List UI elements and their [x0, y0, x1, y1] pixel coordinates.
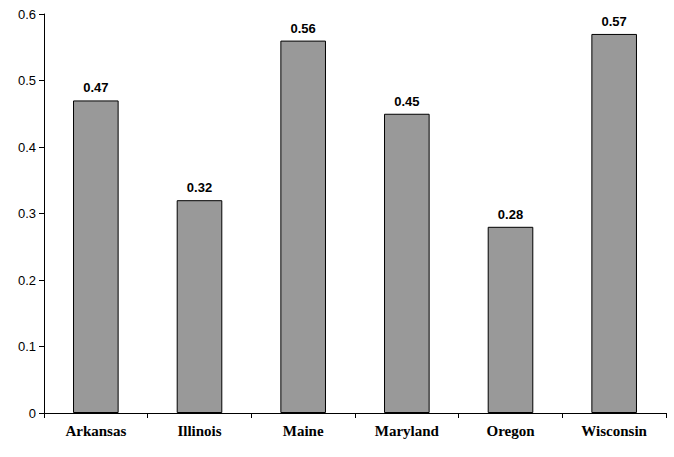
svg-text:0.57: 0.57	[602, 14, 627, 29]
svg-text:Maine: Maine	[283, 423, 324, 439]
svg-text:0.45: 0.45	[394, 94, 419, 109]
svg-text:0.6: 0.6	[18, 7, 36, 22]
svg-text:0.3: 0.3	[18, 206, 36, 221]
svg-text:0: 0	[29, 406, 36, 421]
svg-text:0.56: 0.56	[291, 21, 316, 36]
svg-text:0.1: 0.1	[18, 339, 36, 354]
svg-text:Maryland: Maryland	[375, 423, 440, 439]
svg-text:0.28: 0.28	[498, 207, 523, 222]
svg-text:0.2: 0.2	[18, 273, 36, 288]
svg-text:Wisconsin: Wisconsin	[581, 423, 647, 439]
svg-text:0.5: 0.5	[18, 73, 36, 88]
svg-text:Arkansas: Arkansas	[65, 423, 126, 439]
svg-text:Oregon: Oregon	[486, 423, 535, 439]
svg-text:Illinois: Illinois	[177, 423, 221, 439]
svg-text:0.4: 0.4	[18, 140, 36, 155]
svg-text:0.47: 0.47	[83, 80, 108, 95]
svg-text:0.32: 0.32	[187, 180, 212, 195]
